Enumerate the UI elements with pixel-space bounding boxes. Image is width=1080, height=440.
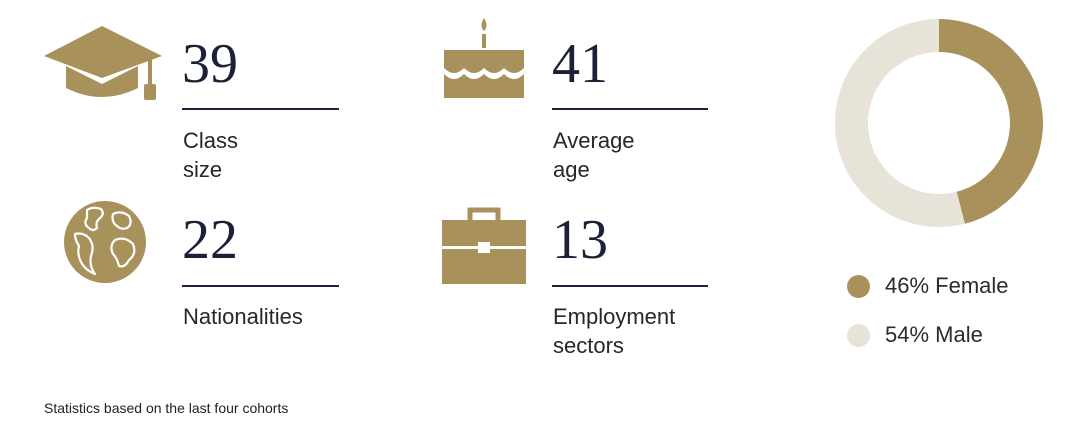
graduation-cap-icon (44, 26, 162, 105)
gender-donut-chart (835, 19, 1043, 227)
legend-label: 54% Male (885, 322, 983, 347)
divider (552, 285, 708, 287)
stat-label: Average age (553, 128, 635, 182)
legend-swatch (847, 323, 870, 347)
birthday-cake-icon (442, 16, 526, 105)
legend-label: 46% Female (885, 273, 1009, 298)
globe-icon (63, 200, 147, 289)
legend-swatch (847, 274, 870, 298)
donut-slice-female (939, 19, 1043, 224)
legend-item-male: 54% Male (847, 322, 983, 348)
briefcase-icon (442, 206, 526, 289)
footnote: Statistics based on the last four cohort… (44, 400, 289, 416)
divider (182, 285, 339, 287)
stat-value: 22 (182, 209, 238, 271)
legend-item-female: 46% Female (847, 273, 1009, 299)
stat-value: 41 (552, 33, 608, 95)
donut-slice-male (835, 19, 965, 227)
stat-value: 13 (552, 209, 608, 271)
stat-label: Employment sectors (553, 304, 676, 358)
stat-label: Class size (183, 128, 239, 182)
divider (182, 108, 339, 110)
stat-label: Nationalities (183, 304, 303, 329)
divider (552, 108, 708, 110)
stat-value: 39 (182, 33, 238, 95)
